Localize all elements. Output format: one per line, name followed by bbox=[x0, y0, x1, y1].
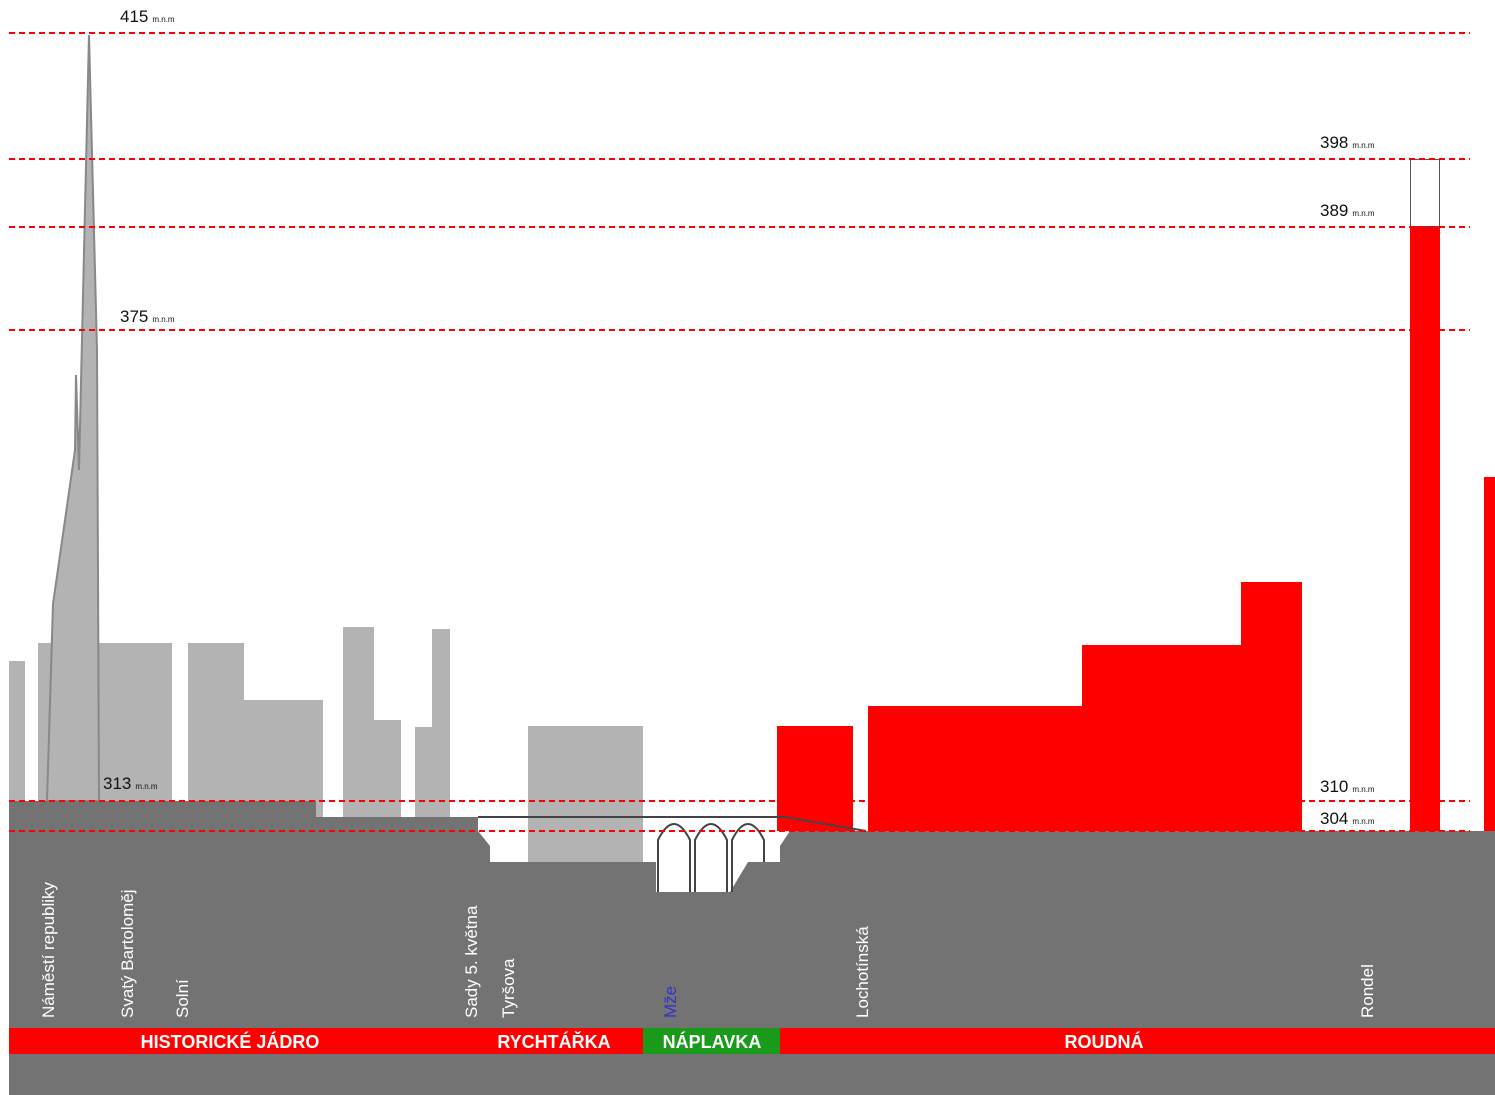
ground bbox=[9, 801, 1495, 1095]
district-label: ROUDNÁ bbox=[1065, 1031, 1144, 1052]
elevation-value: 389 bbox=[1320, 201, 1348, 220]
elevation-label: 310 m.n.m bbox=[1320, 777, 1375, 796]
elevation-label: 415 m.n.m bbox=[120, 7, 175, 26]
elevation-label: 398 m.n.m bbox=[1320, 133, 1375, 152]
elevation-unit: m.n.m bbox=[1352, 817, 1375, 826]
elevation-unit: m.n.m bbox=[152, 315, 175, 324]
street-label: Tyršova bbox=[499, 958, 518, 1018]
elevation-label: 389 m.n.m bbox=[1320, 201, 1375, 220]
district-label: HISTORICKÉ JÁDRO bbox=[141, 1031, 320, 1052]
street-label: Solní bbox=[173, 979, 192, 1018]
street-label: Sady 5. května bbox=[462, 905, 481, 1018]
elevation-unit: m.n.m bbox=[1352, 209, 1375, 218]
elevation-value: 304 bbox=[1320, 809, 1348, 828]
street-label: Mže bbox=[661, 986, 680, 1018]
old-town-buildings bbox=[9, 34, 643, 862]
elevation-unit: m.n.m bbox=[1352, 141, 1375, 150]
street-label: Náměstí republiky bbox=[39, 881, 58, 1018]
elevation-unit: m.n.m bbox=[152, 15, 175, 24]
elevation-lines: 415 m.n.m 398 m.n.m 389 m.n.m 375 m.n.m 313 m.n.m… bbox=[9, 7, 1470, 832]
elevation-unit: m.n.m bbox=[135, 782, 158, 791]
district-label: NÁPLAVKA bbox=[663, 1031, 762, 1052]
district-label: RYCHTÁŘKA bbox=[497, 1031, 610, 1052]
elevation-unit: m.n.m bbox=[1352, 785, 1375, 794]
labels: Náměstí republiky Svatý Bartoloměj Solní Sa… bbox=[39, 881, 1377, 1052]
elevation-label: 375 m.n.m bbox=[120, 307, 175, 326]
bridge bbox=[478, 816, 867, 892]
elevation-label: 304 m.n.m bbox=[1320, 809, 1375, 828]
street-label: Rondel bbox=[1358, 964, 1377, 1018]
tower-top bbox=[1410, 159, 1440, 227]
naplavka-band bbox=[643, 1028, 780, 1054]
elevation-value: 375 bbox=[120, 307, 148, 326]
street-label: Svatý Bartoloměj bbox=[118, 890, 137, 1019]
elevation-value: 415 bbox=[120, 7, 148, 26]
elevation-value: 310 bbox=[1320, 777, 1348, 796]
street-label: Lochotínská bbox=[853, 926, 872, 1018]
elevation-value: 398 bbox=[1320, 133, 1348, 152]
elevation-label: 313 m.n.m bbox=[103, 774, 158, 793]
new-buildings bbox=[777, 227, 1495, 831]
elevation-value: 313 bbox=[103, 774, 131, 793]
